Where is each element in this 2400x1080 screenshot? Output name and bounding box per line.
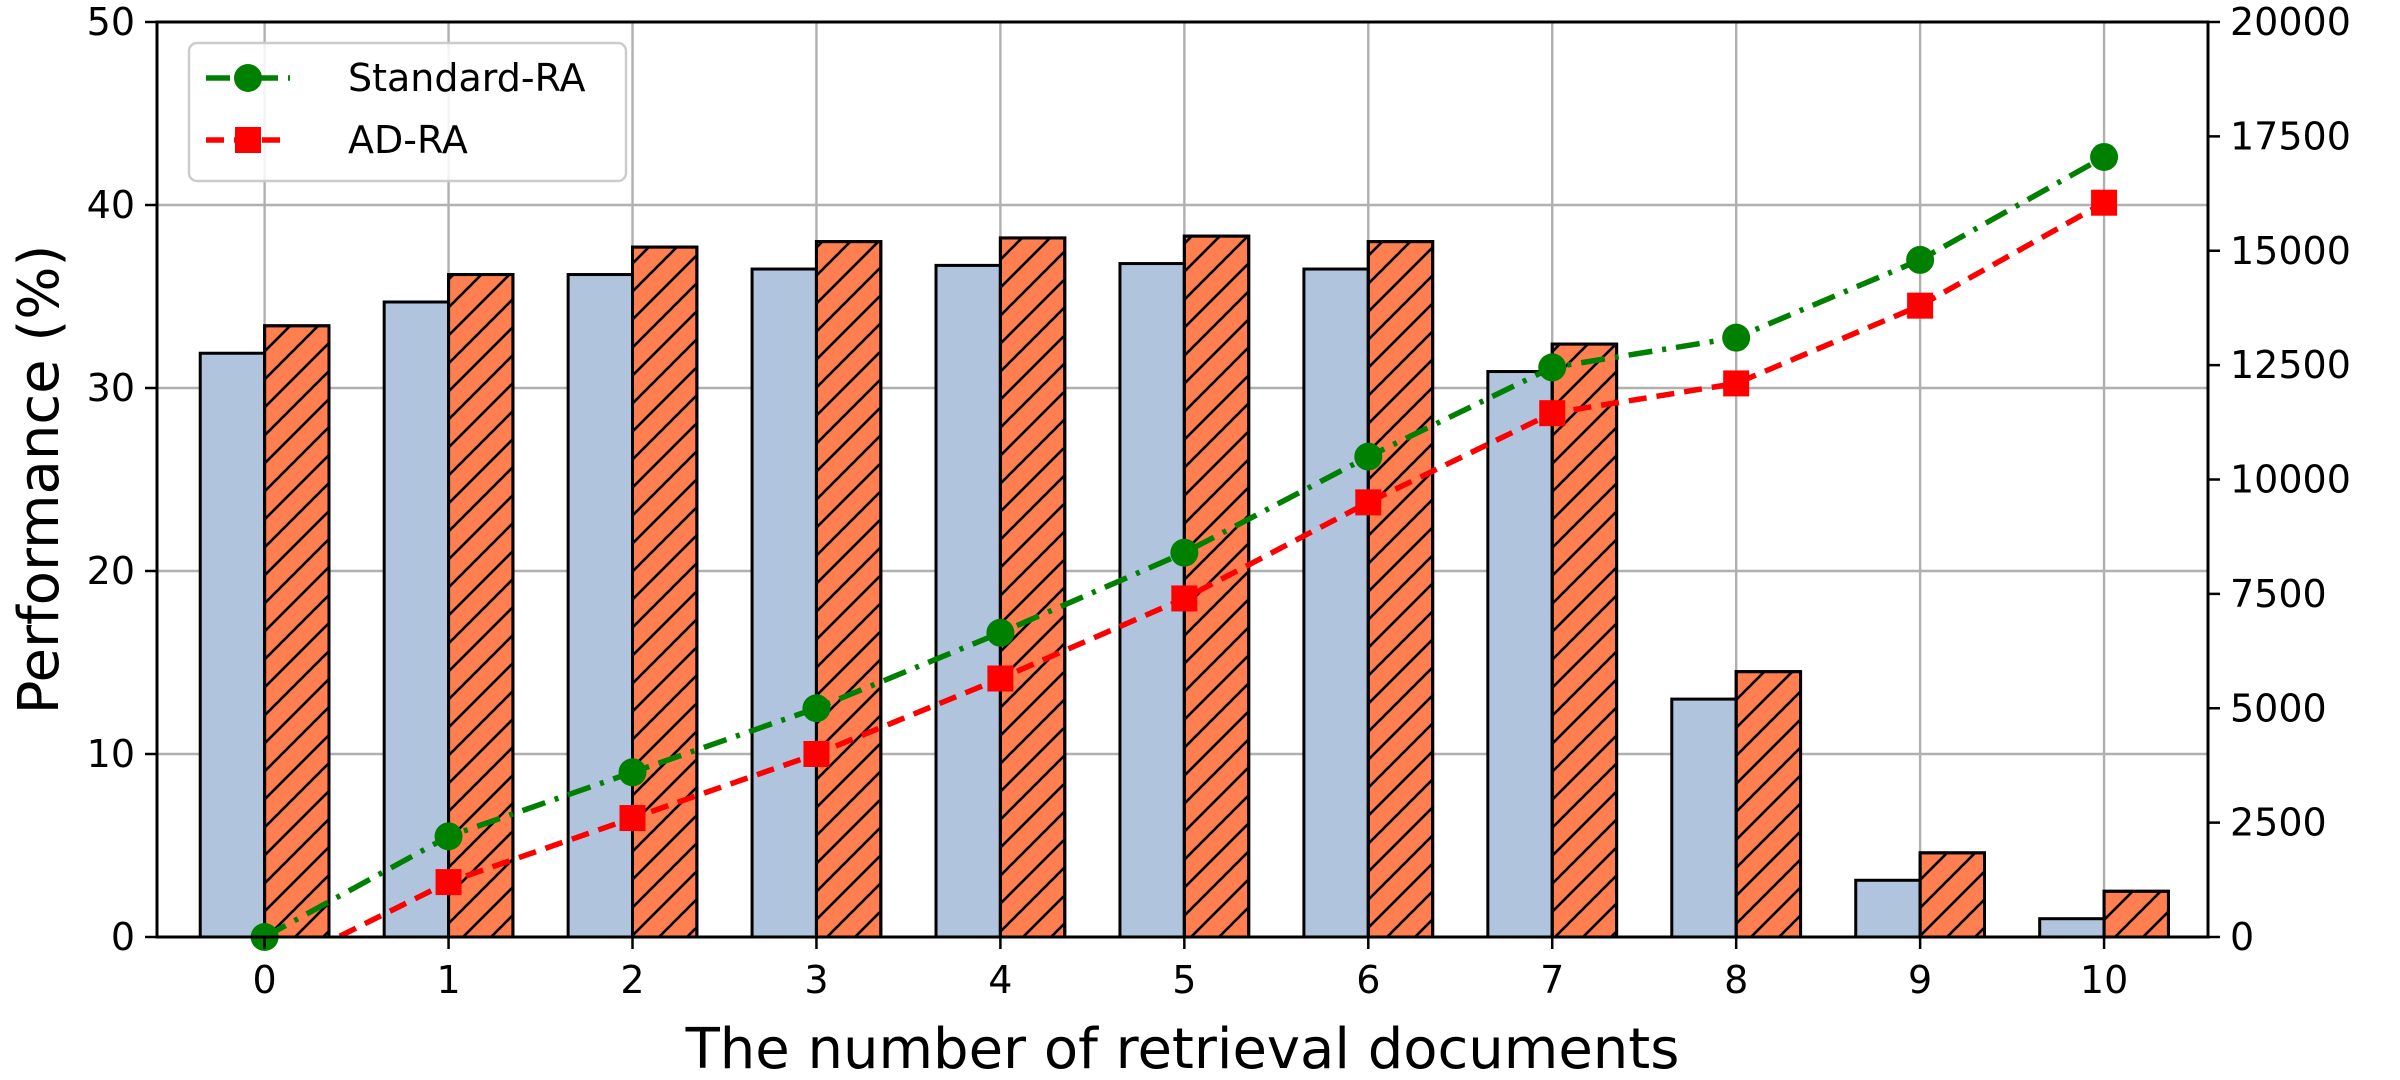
bar-hatch [1918, 851, 1987, 939]
y2-tick-label: 5000 [2230, 686, 2327, 730]
data-point [986, 618, 1015, 647]
x-tick-label: 7 [1540, 958, 1564, 1002]
bar [1486, 370, 1554, 939]
y2-tick-label: 17500 [2230, 114, 2351, 158]
y-tick-label: 10 [87, 732, 135, 776]
data-point [987, 665, 1014, 692]
bar-hatch [263, 324, 331, 939]
legend: Standard-RA AD-RA [187, 41, 628, 183]
x-tick-label: 2 [620, 958, 644, 1002]
x-tick-label: 4 [988, 958, 1012, 1002]
data-point [2091, 189, 2118, 216]
bar-hatch [998, 236, 1067, 939]
legend-box [187, 41, 628, 183]
x-tick-label: 8 [1724, 958, 1748, 1002]
data-point [1722, 323, 1751, 352]
data-point [1907, 292, 1934, 319]
data-point [1723, 370, 1750, 397]
data-point [1906, 245, 1935, 274]
y2-tick-label: 15000 [2230, 229, 2351, 273]
y-tick-label: 30 [87, 366, 135, 410]
y2-tick-label: 7500 [2230, 572, 2327, 616]
series-line [263, 154, 2106, 937]
x-tick-label: 0 [253, 958, 277, 1002]
x-tick-label: 3 [804, 958, 828, 1002]
bar-hatch [1734, 670, 1803, 939]
y2-tick-label: 12500 [2230, 343, 2351, 387]
data-point [1170, 538, 1199, 567]
data-point [1539, 400, 1566, 427]
y2-tick-label: 20000 [2230, 0, 2351, 44]
x-tick-label: 5 [1172, 958, 1196, 1002]
bar-hatch [814, 240, 883, 939]
y2-tick-label: 2500 [2230, 801, 2327, 845]
data-point [2090, 142, 2119, 171]
marker-group [250, 142, 2119, 951]
bar-hatch [1550, 342, 1619, 939]
y-tick-label: 20 [87, 549, 135, 593]
x-tick-label: 9 [1908, 958, 1932, 1002]
bar [750, 267, 818, 939]
data-point [1538, 353, 1567, 382]
x-tick-label: 10 [2080, 958, 2128, 1002]
data-point [619, 805, 646, 832]
data-point [1354, 442, 1383, 471]
data-point [1355, 489, 1382, 516]
data-point [618, 758, 647, 787]
data-point [802, 694, 831, 723]
x-tick-label: 6 [1356, 958, 1380, 1002]
bar-hatch [1366, 240, 1435, 939]
x-axis-title: The number of retrieval documents [685, 1017, 1680, 1080]
data-point [803, 741, 830, 767]
bar [2038, 917, 2106, 939]
legend-label: Standard-RA [348, 56, 585, 100]
y-axis-title: Performance (%) [7, 245, 72, 715]
bar [934, 263, 1002, 939]
data-point [434, 822, 463, 851]
y-tick-label: 40 [87, 183, 135, 227]
bar-hatch [2102, 889, 2170, 939]
y2-tick-label: 0 [2230, 915, 2254, 959]
bar [1854, 878, 1922, 939]
legend-label: AD-RA [348, 118, 468, 162]
data-point [1171, 585, 1198, 612]
x-tick-label: 1 [436, 958, 460, 1002]
bar [198, 351, 267, 939]
y2-tick-label: 10000 [2230, 458, 2351, 502]
data-point [435, 869, 462, 896]
axes: 0102030405002500500075001000012500150001… [7, 0, 2351, 1080]
legend-marker [234, 64, 262, 92]
legend-marker [235, 127, 261, 153]
bar-hatch [631, 245, 699, 939]
y-tick-label: 0 [111, 915, 135, 959]
y-tick-label: 50 [87, 0, 135, 44]
bar-group [198, 234, 2170, 939]
bar [1302, 267, 1370, 939]
bar [1670, 697, 1738, 939]
